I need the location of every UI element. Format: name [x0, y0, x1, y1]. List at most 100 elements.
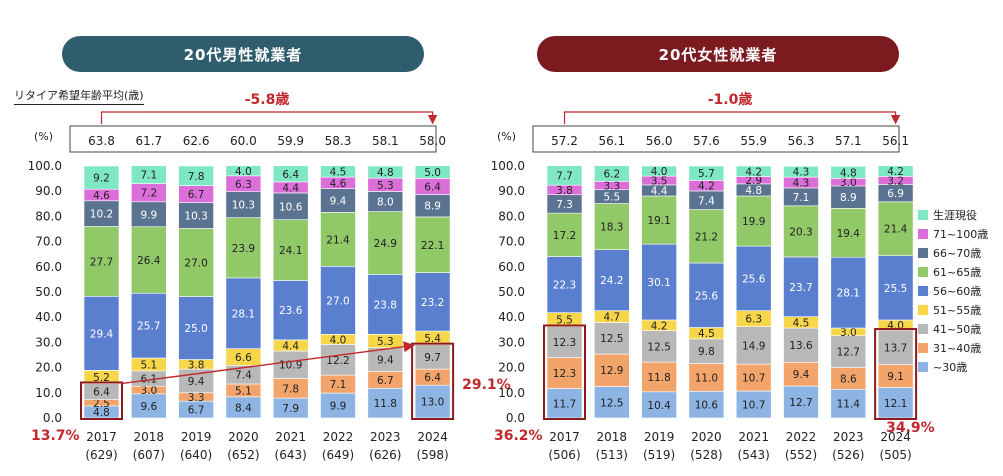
male-bar-2020-66~70歳 [225, 191, 262, 218]
male-label-2019-66~70歳: 10.3 [184, 211, 207, 223]
female-label-2017-66~70歳: 7.3 [556, 199, 573, 211]
female-label-2023-41~50歳: 12.7 [837, 347, 860, 359]
female-label-2024-生涯現役: 4.2 [887, 166, 904, 178]
male-retire-age-2023: 58.1 [372, 134, 399, 148]
male-bar-2020-56~60歳 [225, 277, 262, 349]
female-bar-2024-56~60歳 [877, 255, 914, 321]
male-label-2018-~30歳: 9.6 [140, 401, 157, 413]
male-bar-2024-~30歳 [414, 384, 451, 419]
female-label-2020-71~100歳: 4.2 [698, 181, 715, 193]
female-bar-2018-生涯現役 [593, 165, 630, 182]
male-label-2023-生涯現役: 4.8 [377, 167, 394, 179]
male-label-2023-71~100歳: 5.3 [377, 180, 394, 192]
male-label-2019-51~55歳: 3.8 [188, 359, 205, 371]
male-label-2017-~30歳: 4.8 [93, 407, 110, 419]
female-ytick-6: 60.0 [498, 260, 525, 274]
male-label-2024-生涯現役: 5.0 [424, 167, 441, 179]
male-label-2022-51~55歳: 4.0 [330, 334, 347, 346]
female-label-2024-~30歳: 12.1 [884, 398, 907, 410]
female-label-2023-61~65歳: 19.4 [837, 228, 861, 240]
male-bar-2019-61~65歳 [178, 228, 214, 297]
male-xtick-2024: 2024 [417, 430, 448, 444]
female-label-2021-51~55歳: 6.3 [745, 314, 762, 326]
female-label-2023-56~60歳: 28.1 [837, 288, 860, 300]
female-bar-2023-生涯現役 [830, 165, 867, 179]
male-label-2024-51~55歳: 5.4 [424, 333, 441, 345]
legend-swatch [918, 209, 928, 220]
legend-label: 生涯現役 [933, 208, 977, 222]
female-bar-2019-~30歳 [641, 391, 677, 419]
legend-item: 61~65歳 [918, 262, 988, 281]
female-bar-2021-生涯現役 [735, 165, 772, 177]
male-label-2023-31~40歳: 6.7 [377, 375, 394, 387]
male-bar-2021-生涯現役 [272, 165, 309, 183]
male-label-2021-56~60歳: 23.6 [279, 305, 303, 317]
female-bar-2024-41~50歳 [877, 329, 914, 365]
female-n-2022: (552) [785, 448, 817, 462]
female-bar-2023-41~50歳 [830, 335, 867, 368]
retirement-age-caption: リタイア希望年齢平均(歳) [14, 87, 144, 105]
male-label-2018-生涯現役: 7.1 [140, 170, 157, 182]
male-label-2022-41~50歳: 12.2 [326, 355, 349, 367]
male-label-2018-71~100歳: 7.2 [140, 188, 157, 200]
female-label-2017-71~100歳: 3.8 [556, 185, 573, 197]
male-label-2020-56~60歳: 28.1 [232, 308, 255, 320]
female-label-2020-51~55歳: 4.5 [698, 328, 715, 340]
female-label-2019-61~65歳: 19.1 [647, 215, 670, 227]
female-label-2022-31~40歳: 9.4 [793, 369, 810, 381]
male-unit-label: (%) [34, 130, 53, 143]
male-highlight-2017 [80, 381, 123, 421]
female-label-2021-生涯現役: 4.2 [745, 166, 762, 178]
female-n-2020: (528) [690, 448, 722, 462]
male-label-2023-51~55歳: 5.3 [377, 336, 394, 348]
female-ytick-1: 10.0 [498, 386, 525, 400]
female-label-2017-31~40歳: 12.3 [553, 368, 576, 380]
female-retire-age-2023: 57.1 [835, 134, 862, 148]
female-label-2022-66~70歳: 7.1 [793, 192, 810, 204]
male-label-2022-~30歳: 9.9 [330, 401, 347, 413]
female-label-2024-61~65歳: 21.4 [884, 224, 908, 236]
male-bar-2024-61~65歳 [414, 216, 451, 273]
male-n-2021: (643) [275, 448, 307, 462]
legend-label: 61~65歳 [933, 265, 982, 279]
female-label-2022-生涯現役: 4.3 [793, 167, 810, 179]
male-label-2023-66~70歳: 8.0 [377, 197, 394, 209]
male-ytick-5: 50.0 [35, 285, 62, 299]
female-bar-2022-生涯現役 [783, 165, 819, 178]
female-bar-2017-生涯現役 [546, 165, 583, 186]
male-bar-2023-61~65歳 [367, 211, 404, 275]
female-label-2019-~30歳: 10.4 [647, 400, 671, 412]
female-label-2023-51~55歳: 3.0 [840, 327, 857, 339]
male-n-2024: (598) [416, 448, 448, 462]
female-label-2020-31~40歳: 11.0 [695, 372, 718, 384]
female-label-2019-31~40歳: 11.8 [647, 372, 670, 384]
female-label-2018-56~60歳: 24.2 [600, 275, 623, 287]
female-bar-2017-56~60歳 [546, 256, 583, 313]
male-label-2018-66~70歳: 9.9 [140, 209, 157, 221]
female-bar-2021-61~65歳 [735, 195, 772, 247]
male-bar-2024-41~50歳 [414, 344, 451, 370]
legend-label: ~30歳 [933, 360, 968, 374]
female-bar-2017-41~50歳 [546, 326, 583, 358]
legend-swatch [918, 304, 928, 315]
male-label-2017-61~65歳: 27.7 [90, 256, 113, 268]
male-label-2019-41~50歳: 9.4 [188, 376, 205, 388]
male-label-2021-生涯現役: 6.4 [282, 169, 299, 181]
female-label-2018-31~40歳: 12.9 [600, 365, 623, 377]
male-label-2023-41~50歳: 9.4 [377, 355, 394, 367]
male-label-2024-41~50歳: 9.7 [424, 352, 441, 364]
male-bar-2018-66~70歳 [131, 201, 167, 228]
female-xtick-2022: 2022 [786, 430, 817, 444]
female-change-label: -1.0歳 [708, 91, 753, 108]
female-label-2021-~30歳: 10.7 [742, 400, 765, 412]
female-label-2021-56~60歳: 25.6 [742, 273, 766, 285]
male-panel-title: 20代男性就業者 [62, 36, 424, 72]
male-bar-2023-56~60歳 [367, 274, 404, 335]
male-bar-2024-56~60歳 [414, 272, 451, 332]
female-bar-2022-41~50歳 [783, 327, 819, 363]
female-n-2019: (519) [643, 448, 675, 462]
male-callout-last: 29.1% [462, 377, 511, 393]
male-label-2017-41~50歳: 6.4 [93, 387, 110, 399]
female-label-2022-41~50歳: 13.6 [789, 340, 813, 352]
male-label-2024-71~100歳: 6.4 [424, 181, 441, 193]
